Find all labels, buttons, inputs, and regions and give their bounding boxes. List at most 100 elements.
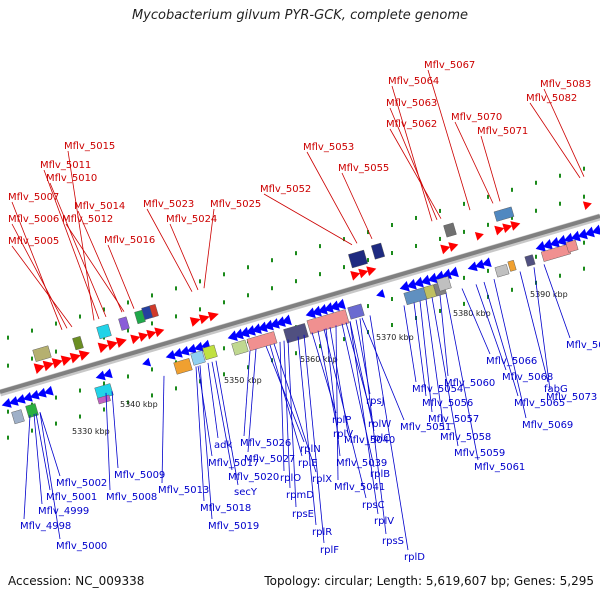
forward-gene-arrow-shape	[207, 311, 219, 322]
forward-gene-arrow-shape	[189, 317, 201, 327]
reverse-gene-arrow-shape	[257, 321, 268, 333]
reverse-gene-label: rplE	[298, 458, 318, 469]
outer-tick-top	[175, 286, 177, 291]
feature-box	[436, 276, 452, 292]
reverse-leader-line	[243, 350, 251, 437]
reverse-gene-arrow-shape	[570, 230, 581, 242]
outer-tick-top	[151, 293, 153, 298]
outer-tick-top	[583, 166, 585, 171]
reverse-gene-arrow	[43, 385, 54, 396]
inner-tick-top	[319, 272, 321, 277]
inner-tick-top	[199, 307, 201, 312]
reverse-gene-label: Mflv_5027	[244, 454, 295, 465]
outer-tick-top	[487, 194, 489, 199]
reverse-gene-arrow	[311, 305, 322, 317]
feature-box-rect	[507, 259, 517, 272]
feature-box-rect	[72, 335, 84, 351]
inner-tick-top	[583, 194, 585, 199]
feature-box-rect	[32, 345, 52, 362]
outer-tick-top	[79, 314, 81, 319]
reverse-leader-line	[445, 293, 479, 461]
reverse-gene-arrow-shape	[317, 304, 328, 315]
forward-gene-label: Mflv_5070	[451, 112, 502, 123]
outer-tick-bottom	[487, 294, 489, 299]
feature-box	[32, 345, 52, 362]
forward-gene-arrow	[358, 268, 369, 279]
kbp-label: 5370 kbp	[376, 333, 414, 342]
outer-tick-top	[199, 279, 201, 284]
inner-tick-bottom	[583, 240, 585, 245]
kbp-label: 5350 kbp	[224, 376, 262, 385]
reverse-leader-line	[211, 361, 233, 471]
reverse-gene-label: Mflv_5040	[344, 435, 395, 446]
reverse-gene-label: Mflv_5075	[566, 340, 600, 351]
reverse-leader-line	[439, 294, 449, 377]
outer-tick-top	[247, 265, 249, 270]
reverse-leader-line	[329, 327, 349, 434]
forward-leader-line	[11, 201, 63, 330]
reverse-gene-label: rpsC	[362, 500, 385, 511]
reverse-gene-arrow-shape	[376, 289, 386, 298]
reverse-gene-arrow	[257, 321, 268, 333]
forward-gene-label: Mflv_5071	[477, 126, 528, 137]
reverse-gene-arrow-shape	[420, 274, 431, 286]
feature-box	[173, 358, 193, 375]
forward-gene-label: Mflv_5011	[40, 160, 91, 171]
reverse-gene-arrow	[584, 226, 595, 238]
reverse-gene-arrow	[22, 392, 33, 402]
feature-box-rect	[524, 254, 536, 267]
forward-gene-arrow	[146, 329, 157, 340]
inner-tick-top	[391, 251, 393, 256]
reverse-gene-arrow	[251, 323, 262, 334]
outer-tick-bottom	[151, 393, 153, 398]
forward-gene-arrow	[582, 201, 592, 210]
reverse-gene-label: Mflv_5073	[546, 392, 597, 403]
feature-box	[11, 409, 25, 425]
reverse-gene-arrow	[245, 325, 256, 336]
reverse-leader-line	[269, 344, 303, 457]
reverse-gene-arrow	[305, 307, 316, 319]
reverse-gene-label: fabG	[544, 384, 568, 395]
forward-gene-arrow-shape	[198, 314, 210, 325]
outer-tick-bottom	[343, 337, 345, 342]
reverse-gene-arrow	[549, 236, 560, 248]
reverse-leader-line	[317, 330, 338, 428]
forward-gene-label: Mflv_5064	[388, 76, 439, 87]
forward-gene-arrow-shape	[33, 363, 45, 374]
reverse-gene-arrow	[329, 300, 340, 312]
forward-gene-arrow-shape	[440, 244, 451, 255]
outer-tick-bottom	[247, 365, 249, 370]
reverse-gene-label: Mflv_5001	[46, 492, 97, 503]
forward-gene-arrow	[51, 358, 63, 369]
feature-box-rect	[347, 303, 365, 320]
inner-tick-top	[127, 328, 129, 333]
reverse-gene-label: rplC	[370, 433, 390, 444]
forward-gene-arrow	[502, 223, 513, 234]
reverse-gene-label: Mflv_5019	[208, 521, 259, 532]
forward-gene-arrow-shape	[510, 221, 521, 231]
outer-tick-bottom	[439, 308, 441, 313]
reverse-gene-arrow-shape	[448, 266, 459, 278]
forward-gene-arrow	[198, 314, 210, 325]
reverse-leader-line	[311, 332, 337, 414]
reverse-gene-label: Mflv_5002	[56, 478, 107, 489]
forward-gene-label: Mflv_5005	[8, 236, 59, 247]
kbp-label: 5330 kbp	[72, 427, 110, 436]
reverse-leader-line	[105, 392, 111, 491]
outer-tick-top	[367, 230, 369, 235]
reverse-gene-arrow	[29, 389, 40, 400]
forward-gene-label: Mflv_5023	[143, 199, 194, 210]
reverse-leader-line	[39, 412, 61, 477]
reverse-gene-arrow	[577, 228, 588, 240]
reverse-gene-arrow	[427, 272, 438, 284]
inner-tick-top	[55, 349, 57, 354]
forward-gene-label: Mflv_5025	[210, 199, 261, 210]
reverse-gene-arrow	[142, 357, 152, 367]
forward-gene-arrow	[69, 352, 81, 364]
reverse-gene-arrow	[233, 328, 244, 340]
reverse-gene-label: rplX	[312, 474, 332, 485]
inner-tick-top	[151, 321, 153, 326]
feature-box-rect	[436, 276, 452, 292]
reverse-gene-arrow-shape	[535, 241, 546, 252]
outer-tick-bottom	[391, 323, 393, 328]
